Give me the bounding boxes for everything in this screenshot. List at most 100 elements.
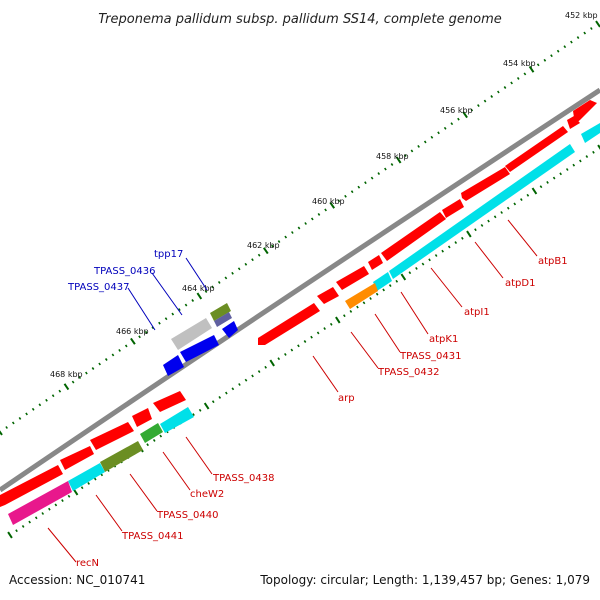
gene-arrow-reverse bbox=[163, 355, 184, 376]
scale-tick-minor bbox=[329, 322, 333, 326]
scale-tick-minor bbox=[447, 245, 451, 249]
leader-TPASS_0431 bbox=[374, 313, 401, 353]
scale-tick-minor bbox=[428, 258, 431, 262]
scale-tick-minor bbox=[362, 301, 366, 305]
scale-label-452: 452 kbp bbox=[565, 11, 598, 20]
leader-arp bbox=[312, 355, 339, 393]
cds-segment bbox=[389, 144, 575, 279]
scale-tick-minor bbox=[590, 27, 593, 30]
scale-tick-minor bbox=[337, 199, 341, 203]
scale-tick-minor bbox=[565, 168, 569, 171]
topology-text: Topology: circular; Length: 1,139,457 bp… bbox=[260, 573, 590, 587]
scale-tick-minor bbox=[238, 383, 241, 386]
scale-tick-minor bbox=[244, 378, 248, 382]
cds-segment bbox=[68, 463, 105, 491]
gene-arrow-reverse bbox=[222, 321, 238, 338]
scale-tick-minor bbox=[257, 370, 261, 374]
scale-tick-minor bbox=[546, 180, 549, 184]
scale-tick-minor bbox=[552, 176, 556, 180]
gene-tpp17 bbox=[210, 303, 231, 321]
scale-tick-minor bbox=[251, 258, 254, 262]
scale-tick-minor bbox=[510, 81, 513, 85]
scale-tick-minor bbox=[284, 235, 288, 239]
gene-TPASS_0432 bbox=[336, 266, 369, 290]
cds-segment-olive bbox=[100, 441, 143, 472]
scale-tick-minor bbox=[28, 520, 31, 524]
scale-tick-minor bbox=[297, 344, 300, 348]
scale-tick-minor bbox=[124, 344, 128, 348]
scale-tick-minor bbox=[513, 202, 517, 206]
scale-tick-minor bbox=[543, 58, 547, 62]
scale-tick-minor bbox=[516, 76, 520, 80]
scale-tick-minor bbox=[570, 40, 573, 44]
scale-tick-minor bbox=[171, 312, 175, 316]
scale-tick-minor bbox=[204, 290, 208, 293]
cds-segment-orange bbox=[345, 283, 378, 309]
scale-tick-minor bbox=[164, 317, 168, 321]
scale-tick-minor bbox=[390, 163, 394, 166]
gene-arrow bbox=[90, 422, 134, 450]
scale-tick-minor bbox=[500, 211, 503, 214]
gene-TPASS_0436 bbox=[171, 318, 212, 350]
scale-tick-minor bbox=[138, 335, 141, 339]
scale-tick-minor bbox=[370, 176, 374, 180]
scale-tick-major bbox=[196, 292, 203, 300]
scale-tick-minor bbox=[316, 331, 320, 335]
scale-tick-major bbox=[0, 430, 3, 436]
scale-tick-minor bbox=[343, 314, 346, 318]
scale-tick-major bbox=[130, 337, 136, 345]
scale-tick-minor bbox=[477, 104, 480, 108]
scale-tick-minor bbox=[80, 486, 84, 490]
scale-label-456: 456 kbp bbox=[440, 106, 473, 115]
leader-TPASS_0437 bbox=[127, 287, 156, 331]
label-TPASS_0431: TPASS_0431 bbox=[399, 351, 461, 362]
scale-tick-minor bbox=[384, 167, 387, 171]
scale-tick-minor bbox=[91, 367, 95, 370]
scale-tick-minor bbox=[454, 241, 458, 245]
scale-label-458: 458 kbp bbox=[376, 152, 409, 161]
gene-labels: atpB1 atpD1 atpI1 atpK1 TPASS_0431 TPASS… bbox=[67, 249, 568, 569]
scale-tick-major bbox=[395, 156, 402, 164]
scale-tick-major bbox=[203, 402, 210, 410]
scale-tick-minor bbox=[71, 380, 75, 384]
scale-tick-minor bbox=[158, 321, 161, 325]
scale-tick-minor bbox=[430, 135, 434, 139]
scale-tick-minor bbox=[290, 348, 294, 352]
scale-tick-minor bbox=[15, 529, 18, 533]
scale-tick-minor bbox=[550, 54, 553, 58]
scale-tick-minor bbox=[408, 271, 412, 275]
scale-tick-minor bbox=[277, 240, 281, 244]
scale-tick-minor bbox=[480, 223, 484, 227]
scale-tick-minor bbox=[585, 155, 589, 159]
scale-tick-major bbox=[462, 111, 468, 119]
scale-tick-minor bbox=[87, 481, 90, 485]
scale-tick-major bbox=[531, 187, 538, 195]
label-atpI1: atpI1 bbox=[464, 307, 490, 318]
label-atpK1: atpK1 bbox=[429, 334, 458, 345]
scale-tick-minor bbox=[41, 512, 45, 515]
scale-tick-minor bbox=[576, 36, 580, 40]
scale-tick-minor bbox=[579, 159, 582, 163]
scale-tick-minor bbox=[18, 416, 22, 420]
scale-tick-minor bbox=[51, 394, 55, 398]
label-cheW2: cheW2 bbox=[190, 489, 224, 500]
label-atpB1: atpB1 bbox=[538, 256, 568, 267]
scale-tick-major bbox=[63, 383, 70, 391]
scale-tick-minor bbox=[437, 131, 440, 135]
scale-tick-minor bbox=[178, 308, 181, 312]
leader-atpB1 bbox=[507, 219, 538, 257]
label-arp: arp bbox=[338, 393, 355, 404]
scale-tick-minor bbox=[490, 95, 494, 98]
gene-arrow bbox=[0, 465, 63, 507]
scale-tick-minor bbox=[58, 389, 62, 393]
scale-tick-major bbox=[262, 247, 269, 255]
scale-tick-minor bbox=[271, 244, 274, 248]
scale-ring-inner bbox=[7, 144, 600, 539]
scale-tick-minor bbox=[520, 198, 523, 202]
cds-segment-green bbox=[140, 423, 163, 443]
leader-TPASS_0438 bbox=[185, 436, 213, 475]
scale-tick-minor bbox=[317, 212, 321, 216]
cds-segment bbox=[373, 272, 392, 291]
label-TPASS_0436: TPASS_0436 bbox=[93, 266, 155, 277]
scale-tick-minor bbox=[251, 374, 254, 378]
